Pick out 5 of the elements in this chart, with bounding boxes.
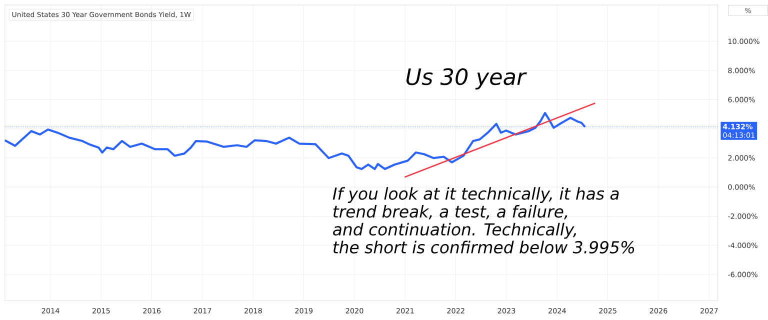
annotation: Us 30 year [406, 68, 527, 90]
annotation: and continuation. Technically, [333, 222, 576, 239]
annotation: trend break, a test, a failure, [333, 204, 568, 220]
annotation: the short is confirmed below 3.995% [333, 240, 634, 254]
annotation: If you look at it technically, it has a [332, 186, 619, 203]
